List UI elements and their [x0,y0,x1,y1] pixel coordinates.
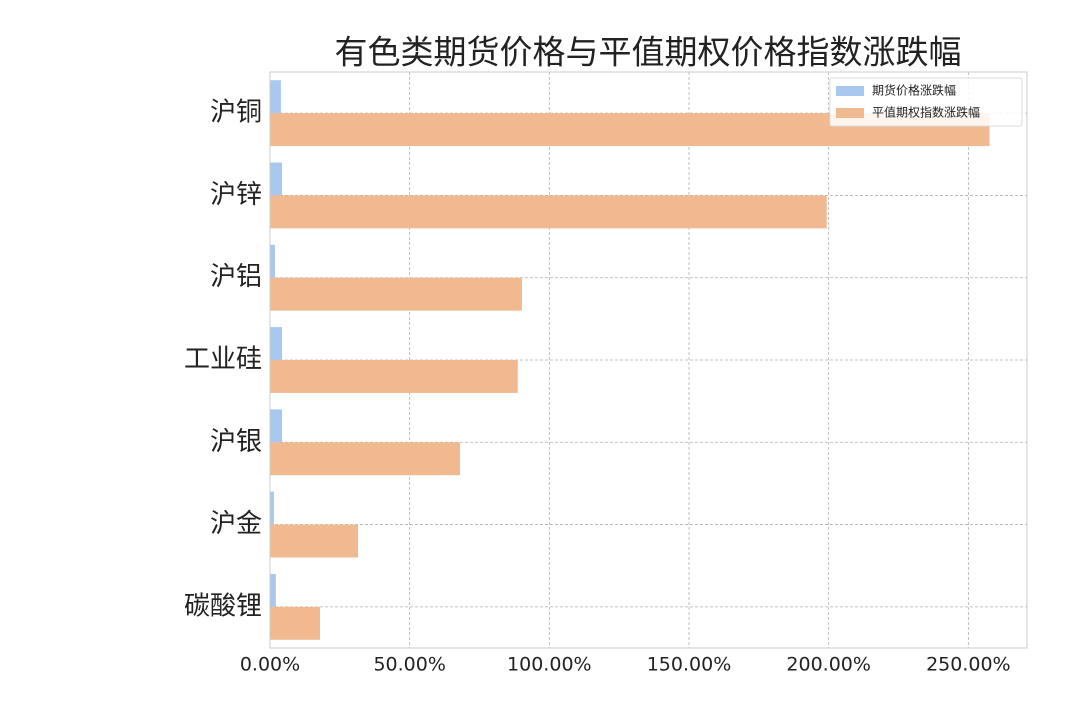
x-tick-label: 200.00% [786,654,871,676]
y-tick-label: 沪铝 [210,262,262,292]
y-tick-label: 沪金 [210,509,262,539]
bar [270,162,283,196]
bar [270,360,518,393]
bar [270,491,274,525]
legend-box [829,77,1023,127]
legend-label: 平值期权指数涨跌幅 [872,105,980,120]
bar [270,80,281,114]
y-tick-label: 碳酸锂 [184,591,262,621]
bar [270,573,276,607]
y-tick-label: 工业硅 [184,345,262,375]
bar [270,195,827,229]
legend-label: 期货价格涨跌幅 [872,83,956,98]
x-tick-label: 150.00% [647,654,732,676]
x-tick-label: 50.00% [373,654,445,676]
bar [270,277,522,311]
bar [270,442,460,476]
bar [270,524,358,558]
y-tick-label: 沪铜 [210,98,262,128]
y-tick-label: 沪锌 [210,180,262,210]
x-tick-label: 0.00% [240,654,300,676]
y-tick-label: 沪银 [210,427,262,457]
bar [270,409,283,443]
bar [270,606,321,640]
bar [270,244,276,278]
legend-swatch [836,108,864,118]
x-tick-label: 100.00% [507,654,592,676]
legend-swatch [836,86,864,96]
x-tick-label: 250.00% [926,654,1011,676]
plot-frame [269,71,1028,649]
chart-title: 有色类期货价格与平值期权价格指数涨跌幅 [335,33,962,72]
bar [270,327,283,360]
